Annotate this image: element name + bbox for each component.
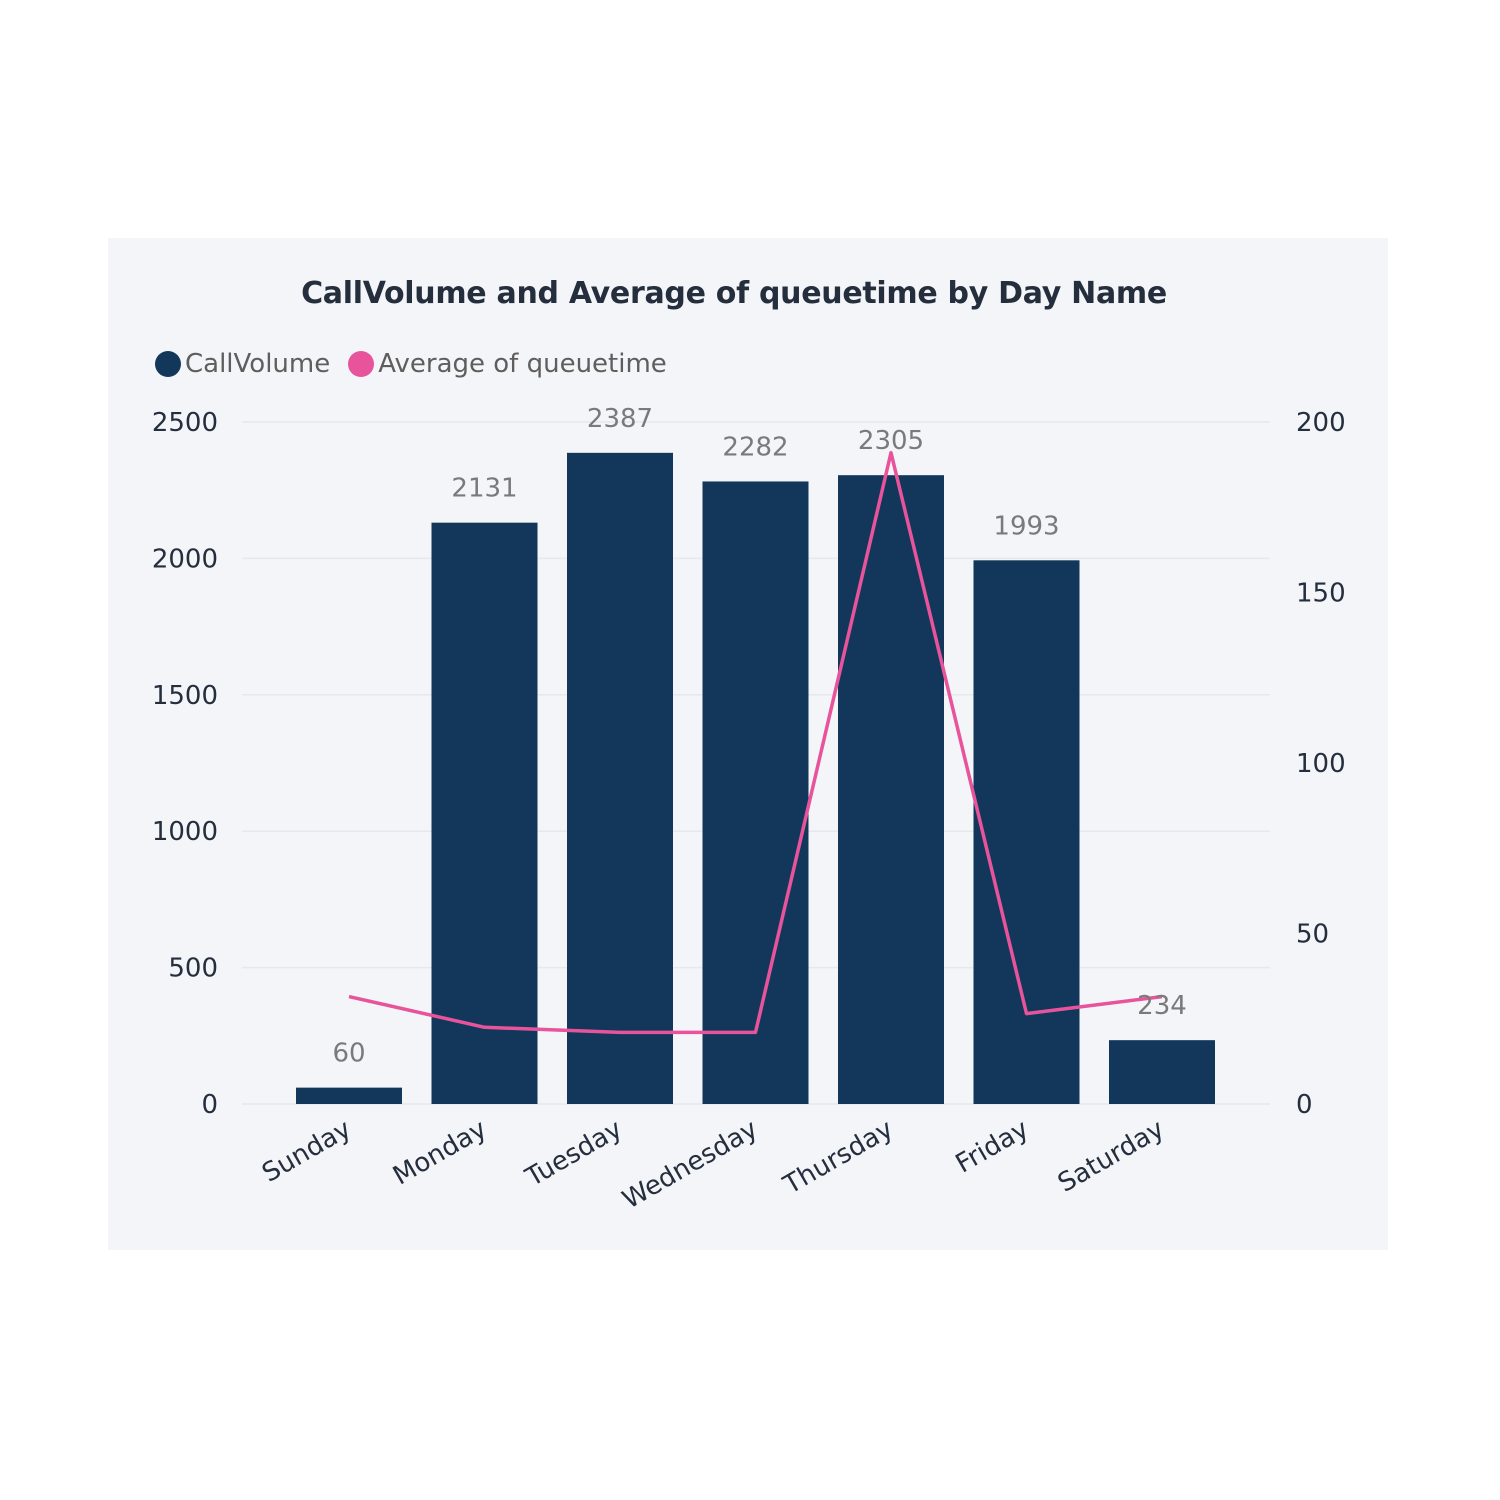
bar-data-label: 60 [332, 1039, 365, 1069]
y-right-tick-label: 0 [1296, 1090, 1313, 1120]
legend: CallVolume Average of queuetime [155, 346, 685, 382]
bar-wednesday[interactable] [702, 481, 809, 1104]
legend-label-callvolume: CallVolume [185, 349, 331, 379]
legend-item-queuetime[interactable]: Average of queuetime [348, 349, 667, 379]
x-tick-label: Thursday [778, 1114, 899, 1201]
y-left-tick-label: 500 [168, 954, 218, 984]
y-left-tick-label: 2500 [152, 408, 218, 438]
chart-title: CallVolume and Average of queuetime by D… [301, 276, 1167, 311]
bar-friday[interactable] [973, 560, 1080, 1104]
y-left-tick-label: 2000 [152, 544, 218, 574]
bar-data-label: 2305 [858, 426, 924, 456]
bar-thursday[interactable] [838, 475, 944, 1104]
y-left-tick-label: 1000 [152, 817, 218, 847]
legend-dot-queuetime [348, 351, 375, 377]
bar-tuesday[interactable] [567, 452, 673, 1104]
y-right-tick-label: 100 [1296, 749, 1346, 779]
bar-data-label: 1993 [993, 511, 1059, 541]
y-right-tick-label: 50 [1296, 920, 1329, 950]
y-right-tick-label: 200 [1296, 408, 1346, 438]
bar-data-label: 2282 [722, 432, 788, 462]
bar-saturday[interactable] [1109, 1040, 1215, 1104]
y-right-tick-label: 150 [1296, 579, 1346, 609]
bar-monday[interactable] [431, 522, 538, 1104]
x-tick-label: Friday [951, 1114, 1034, 1179]
legend-dot-callvolume [155, 351, 181, 377]
x-tick-label: Monday [388, 1114, 492, 1191]
x-tick-label: Wednesday [618, 1114, 763, 1215]
x-tick-label: Tuesday [520, 1114, 627, 1193]
bar-data-label: 2387 [587, 404, 653, 434]
y-left-tick-label: 1500 [152, 681, 218, 711]
x-tick-label: Saturday [1053, 1114, 1169, 1199]
legend-item-callvolume[interactable]: CallVolume [155, 349, 330, 379]
y-left-tick-label: 0 [201, 1090, 218, 1120]
x-tick-label: Sunday [257, 1114, 356, 1189]
bar-sunday[interactable] [296, 1087, 402, 1104]
bar-data-label: 2131 [451, 474, 517, 504]
legend-label-queuetime: Average of queuetime [378, 349, 667, 379]
bar-data-label: 234 [1137, 991, 1187, 1021]
